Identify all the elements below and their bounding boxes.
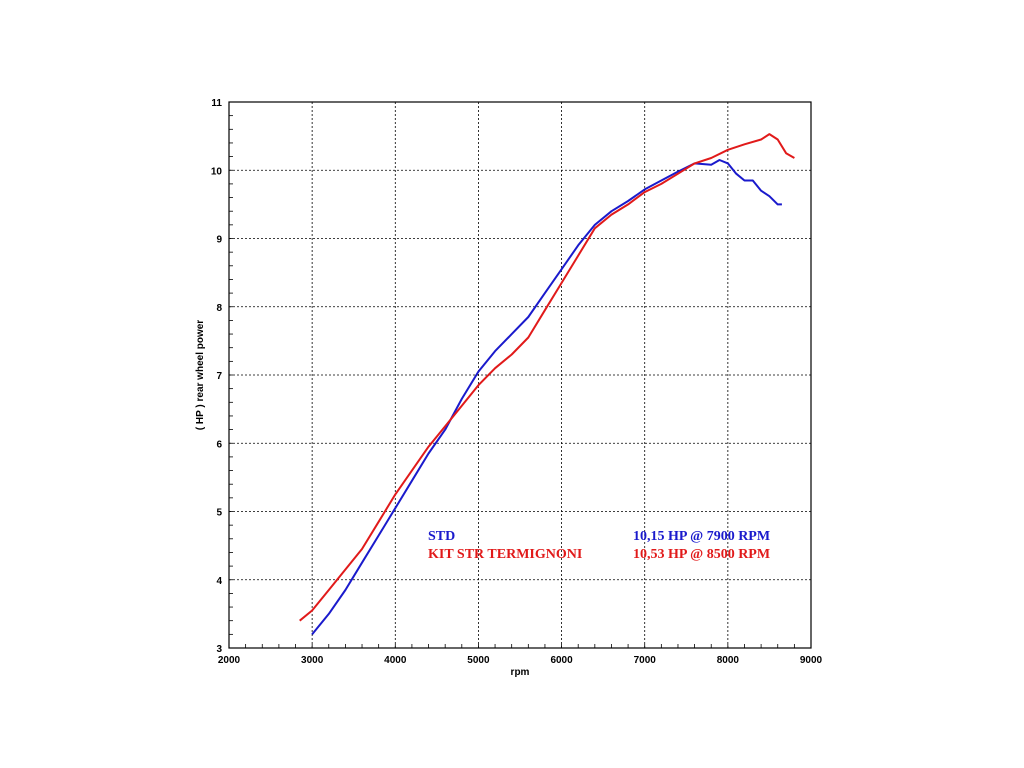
y-tick-label: 5 xyxy=(216,508,222,519)
x-tick-label: 8000 xyxy=(717,655,740,666)
x-axis-label: rpm xyxy=(511,667,530,678)
series-line-kit-str-termignoni xyxy=(299,133,795,622)
x-tick-label: 6000 xyxy=(550,655,573,666)
y-tick-labels: 3 4 5 6 7 8 9 10 11 xyxy=(211,98,223,655)
y-tick-label: 4 xyxy=(216,576,222,587)
legend-kit-peak: 10,53 HP @ 8500 RPM xyxy=(633,547,770,562)
grid xyxy=(229,102,811,648)
legend-std-name: STD xyxy=(428,529,455,544)
plot-frame xyxy=(228,101,812,649)
x-tick-label: 4000 xyxy=(384,655,407,666)
y-axis-label: ( HP ) rear wheel power xyxy=(195,320,206,431)
legend-kit-name: KIT STR TERMIGNONI xyxy=(428,547,582,562)
y-tick-label: 7 xyxy=(216,371,222,382)
series-lines xyxy=(299,133,795,636)
x-tick-label: 3000 xyxy=(301,655,324,666)
x-tick-label: 7000 xyxy=(634,655,657,666)
y-tick-label: 9 xyxy=(216,235,222,246)
y-tick-label: 8 xyxy=(216,303,222,314)
x-tick-labels: 2000 3000 4000 5000 6000 7000 8000 9000 xyxy=(218,655,823,666)
y-tick-label: 10 xyxy=(211,166,223,177)
series-line-std xyxy=(311,159,782,636)
legend: STD 10,15 HP @ 7900 RPM KIT STR TERMIGNO… xyxy=(428,529,770,562)
y-tick-label: 6 xyxy=(216,439,222,450)
x-tick-label: 9000 xyxy=(800,655,823,666)
y-tick-label: 11 xyxy=(211,98,222,109)
x-tick-label: 5000 xyxy=(467,655,490,666)
y-tick-label: 3 xyxy=(216,644,222,655)
legend-std-peak: 10,15 HP @ 7900 RPM xyxy=(633,529,770,544)
x-tick-label: 2000 xyxy=(218,655,241,666)
